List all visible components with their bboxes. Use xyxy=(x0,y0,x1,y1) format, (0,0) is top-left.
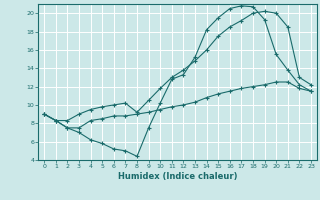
X-axis label: Humidex (Indice chaleur): Humidex (Indice chaleur) xyxy=(118,172,237,181)
